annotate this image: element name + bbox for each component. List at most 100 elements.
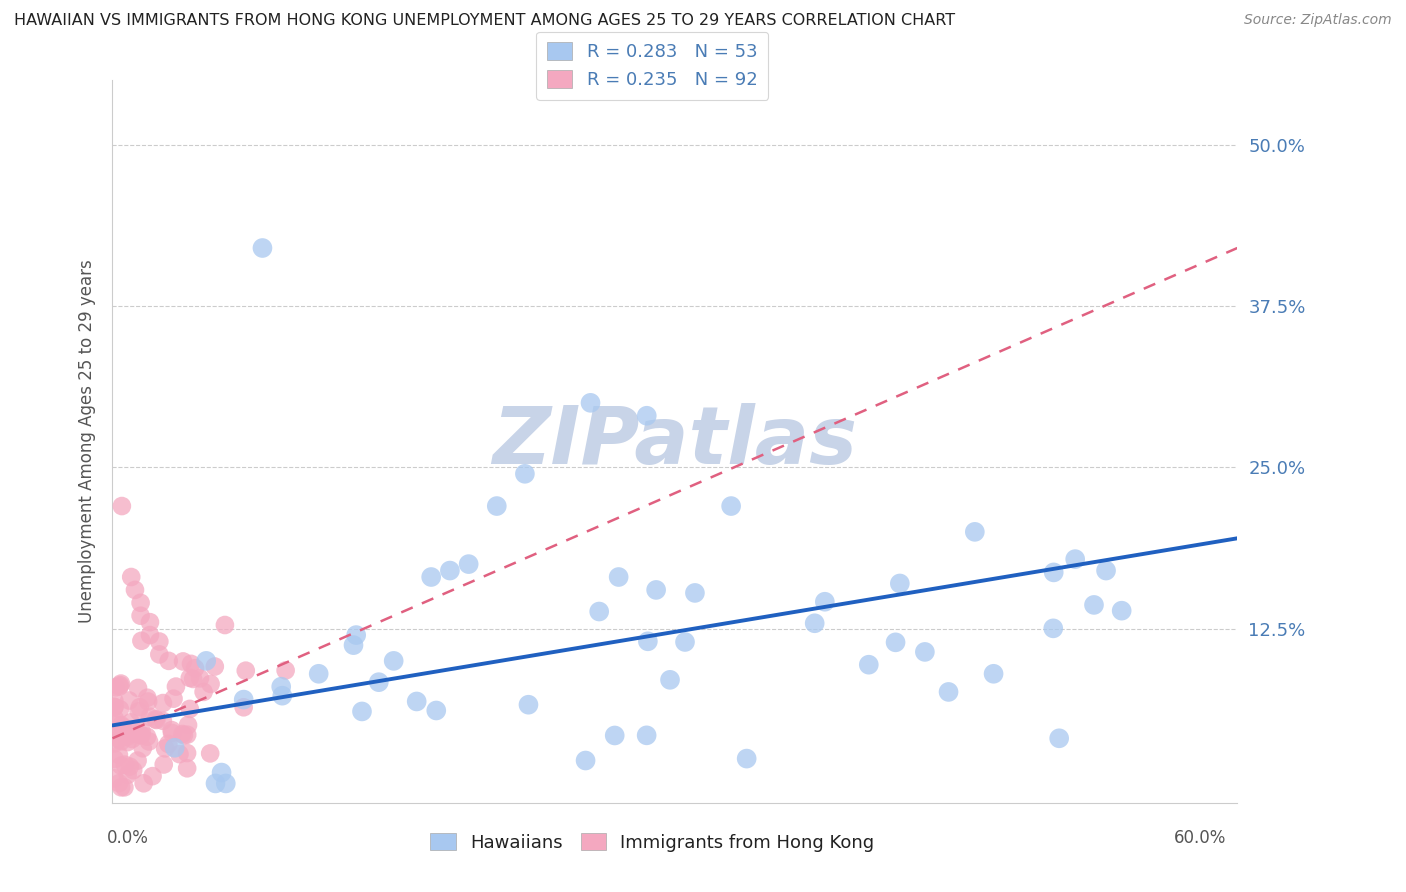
Point xyxy=(204,776,226,790)
Point xyxy=(180,657,202,671)
Point xyxy=(117,768,139,782)
Point xyxy=(172,655,194,669)
Point xyxy=(252,241,274,255)
Point xyxy=(132,776,155,790)
Point xyxy=(270,680,292,694)
Point xyxy=(162,691,184,706)
Point xyxy=(103,772,125,786)
Point xyxy=(122,763,145,777)
Point xyxy=(683,586,706,600)
Y-axis label: Unemployment Among Ages 25 to 29 years: Unemployment Among Ages 25 to 29 years xyxy=(77,260,96,624)
Point xyxy=(136,730,159,744)
Point xyxy=(157,654,180,668)
Point xyxy=(108,732,131,747)
Point xyxy=(103,736,125,750)
Point xyxy=(176,746,198,760)
Point xyxy=(110,718,132,732)
Point xyxy=(579,396,602,410)
Point xyxy=(308,666,330,681)
Point xyxy=(117,729,139,743)
Point xyxy=(148,634,170,648)
Point xyxy=(111,499,134,513)
Point xyxy=(108,747,131,762)
Point xyxy=(110,780,132,795)
Point xyxy=(108,702,131,716)
Point xyxy=(103,694,125,708)
Point xyxy=(114,757,136,772)
Text: 0.0%: 0.0% xyxy=(107,829,149,847)
Point xyxy=(211,765,233,780)
Point xyxy=(165,680,187,694)
Point xyxy=(814,595,837,609)
Point xyxy=(131,724,153,739)
Point xyxy=(235,664,257,678)
Text: ZIPatlas: ZIPatlas xyxy=(492,402,858,481)
Point xyxy=(439,564,461,578)
Point xyxy=(673,635,696,649)
Point xyxy=(103,700,125,714)
Point xyxy=(103,700,125,714)
Point xyxy=(108,776,131,790)
Point xyxy=(457,557,479,571)
Point xyxy=(232,700,254,714)
Point xyxy=(195,654,218,668)
Point xyxy=(214,618,236,632)
Point xyxy=(152,714,174,728)
Point xyxy=(344,628,367,642)
Point xyxy=(129,608,152,623)
Point xyxy=(607,570,630,584)
Point xyxy=(517,698,540,712)
Point xyxy=(215,776,238,790)
Point xyxy=(118,759,141,773)
Point xyxy=(232,692,254,706)
Point xyxy=(884,635,907,649)
Point xyxy=(110,734,132,748)
Point xyxy=(636,409,658,423)
Point xyxy=(889,576,911,591)
Point xyxy=(110,758,132,772)
Point xyxy=(858,657,880,672)
Point xyxy=(177,718,200,732)
Point xyxy=(104,718,127,732)
Point xyxy=(145,712,167,726)
Point xyxy=(172,727,194,741)
Point xyxy=(128,700,150,714)
Point xyxy=(198,747,221,761)
Point xyxy=(122,726,145,740)
Point xyxy=(350,705,373,719)
Point xyxy=(152,696,174,710)
Point xyxy=(485,499,508,513)
Point xyxy=(157,737,180,751)
Point xyxy=(112,780,135,795)
Point xyxy=(574,754,596,768)
Point xyxy=(405,694,427,708)
Point xyxy=(659,673,682,687)
Point xyxy=(127,681,149,695)
Point xyxy=(274,664,297,678)
Point xyxy=(169,747,191,761)
Point xyxy=(938,685,960,699)
Point xyxy=(176,761,198,775)
Point xyxy=(132,741,155,756)
Point xyxy=(645,582,668,597)
Point xyxy=(173,728,195,742)
Point xyxy=(129,596,152,610)
Point xyxy=(108,680,131,694)
Point xyxy=(188,671,211,685)
Point xyxy=(108,678,131,692)
Point xyxy=(1083,598,1105,612)
Text: 60.0%: 60.0% xyxy=(1174,829,1226,847)
Point xyxy=(163,740,186,755)
Point xyxy=(110,676,132,690)
Point xyxy=(588,605,610,619)
Point xyxy=(103,723,125,738)
Point xyxy=(138,734,160,748)
Point xyxy=(720,499,742,513)
Point xyxy=(271,689,294,703)
Point xyxy=(128,704,150,718)
Point xyxy=(342,638,364,652)
Point xyxy=(184,661,207,675)
Point xyxy=(153,741,176,756)
Point xyxy=(121,732,143,747)
Point xyxy=(148,648,170,662)
